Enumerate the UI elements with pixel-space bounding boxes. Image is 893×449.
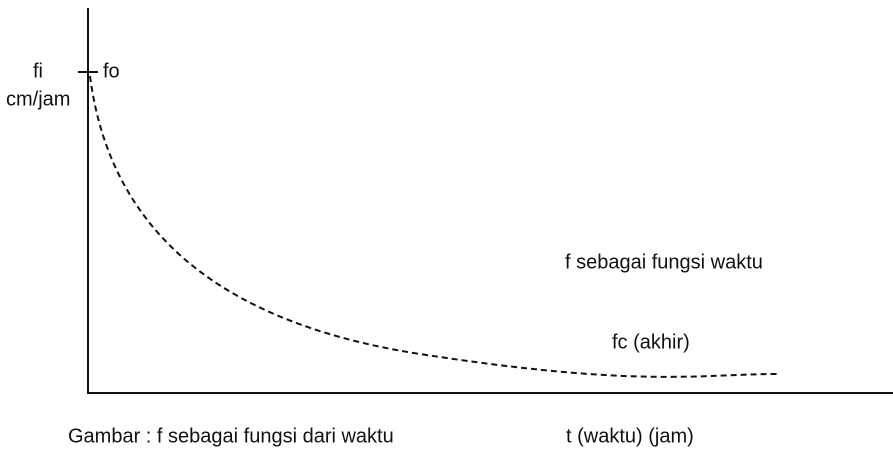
infiltration-curve — [89, 75, 779, 378]
y-axis-unit: cm/jam — [6, 88, 70, 110]
fc-label: fc (akhir) — [612, 331, 690, 353]
caption: Gambar : f sebagai fungsi dari waktu — [68, 425, 394, 447]
x-axis-label: t (waktu) (jam) — [566, 425, 694, 447]
curve-description: f sebagai fungsi waktu — [565, 251, 763, 273]
fo-label: fo — [103, 60, 120, 82]
y-axis-symbol: fi — [33, 60, 43, 82]
